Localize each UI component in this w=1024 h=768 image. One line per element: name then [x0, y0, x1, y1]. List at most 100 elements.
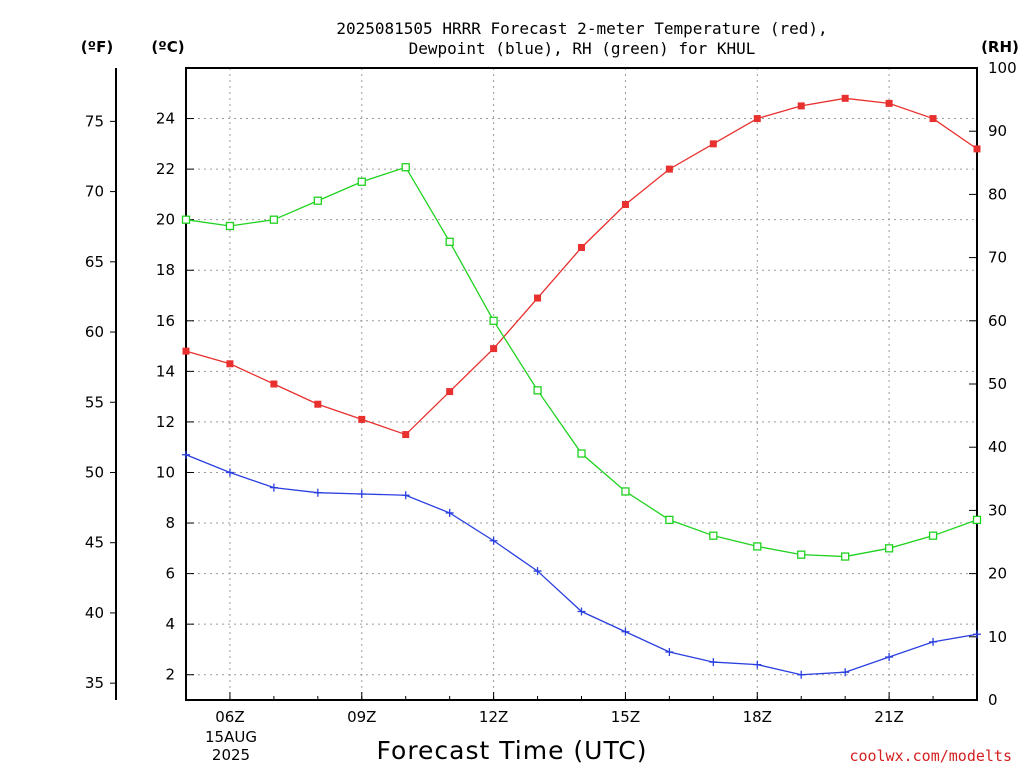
rh-point — [357, 177, 366, 186]
fahrenheit-tick-label: 35 — [85, 674, 104, 692]
rh-point — [533, 386, 542, 395]
celsius-unit-label: (ºC) — [151, 38, 184, 56]
dewpoint-point — [665, 647, 674, 656]
temperature-point — [314, 400, 322, 408]
dewpoint-point — [885, 653, 894, 662]
dewpoint-line — [185, 454, 978, 676]
temperature-point — [621, 201, 629, 209]
temperature-line — [185, 97, 978, 436]
fahrenheit-tick-label: 45 — [85, 534, 104, 552]
temperature-point — [534, 294, 542, 302]
fahrenheit-unit-label: (ºF) — [81, 38, 113, 56]
fahrenheit-tick-label: 55 — [85, 393, 104, 411]
dewpoint-point — [973, 630, 981, 639]
celsius-tick-label: 8 — [165, 514, 175, 532]
rh-tick-label: 80 — [988, 185, 1007, 203]
celsius-tick-label: 20 — [156, 211, 175, 229]
rh-point — [709, 531, 718, 540]
fahrenheit-tick-label: 40 — [85, 604, 104, 622]
temperature-point — [665, 165, 673, 173]
temperature-point — [182, 347, 190, 355]
temperature-point — [446, 388, 454, 396]
rh-tick-label: 50 — [988, 375, 1007, 393]
temperature-point — [358, 415, 366, 423]
fahrenheit-tick-label: 65 — [85, 253, 104, 271]
rh-point — [401, 163, 410, 172]
rh-tick-label: 40 — [988, 438, 1007, 456]
temperature-point — [753, 115, 761, 123]
rh-point — [884, 544, 894, 553]
dewpoint-point — [709, 658, 718, 667]
rh-tick-label: 10 — [988, 628, 1007, 646]
fahrenheit-tick-label: 75 — [85, 112, 104, 130]
credit-link[interactable]: coolwx.com/modelts — [849, 747, 1012, 765]
celsius-tick-label: 10 — [156, 463, 175, 481]
rh-point — [797, 550, 806, 559]
celsius-tick-label: 16 — [156, 312, 175, 330]
temperature-point — [226, 360, 234, 368]
rh-tick-label: 90 — [988, 122, 1007, 140]
plot-frame — [185, 67, 978, 701]
rh-tick-label: 70 — [988, 249, 1007, 267]
dewpoint-point — [269, 483, 278, 492]
dewpoint-point — [577, 607, 586, 616]
x-axis-title: Forecast Time (UTC) — [377, 736, 648, 765]
x-tick-label: 12Z — [479, 708, 508, 726]
x-tick-label: 15Z — [611, 708, 640, 726]
x-tick-label: 06Z — [215, 708, 244, 726]
x-tick-label: 18Z — [743, 708, 772, 726]
axis-ticks: 06Z 09Z 12Z 15Z 18Z 21Z2468101214161820222435… — [85, 59, 1017, 726]
chart-title-line-2: Dewpoint (blue), RH (green) for KHUL — [409, 39, 756, 58]
grid-lines — [186, 68, 977, 700]
rh-line — [185, 166, 978, 558]
rh-point — [225, 221, 235, 231]
temperature-point — [270, 380, 278, 388]
dewpoint-point — [753, 660, 762, 669]
celsius-tick-label: 14 — [156, 362, 175, 380]
celsius-tick-label: 4 — [165, 615, 175, 633]
temperature-point — [797, 102, 805, 110]
celsius-tick-label: 18 — [156, 261, 175, 279]
chart-title-line-1: 2025081505 HRRR Forecast 2-meter Tempera… — [336, 19, 827, 38]
rh-point — [577, 449, 586, 458]
rh-point — [489, 316, 498, 325]
temperature-point — [578, 243, 585, 251]
rh-point — [841, 552, 850, 561]
rh-unit-label: (RH) — [981, 38, 1019, 56]
data-series — [181, 94, 982, 679]
dewpoint-point — [225, 468, 234, 477]
temperature-point — [402, 431, 410, 439]
dewpoint-point — [797, 670, 806, 679]
fahrenheit-tick-label: 70 — [85, 183, 104, 201]
rh-point — [181, 215, 191, 224]
rh-point — [621, 487, 630, 496]
rh-tick-label: 30 — [988, 501, 1007, 519]
rh-point — [972, 515, 982, 525]
celsius-tick-label: 22 — [156, 160, 175, 178]
dewpoint-point — [841, 668, 850, 677]
rh-tick-label: 60 — [988, 312, 1007, 330]
rh-tick-label: 20 — [988, 565, 1007, 583]
fahrenheit-tick-label: 60 — [85, 323, 104, 341]
dewpoint-point — [489, 536, 498, 545]
temperature-point — [929, 115, 937, 123]
temperature-point — [885, 99, 893, 107]
rh-tick-label: 100 — [988, 59, 1017, 77]
celsius-tick-label: 2 — [165, 666, 175, 684]
dewpoint-point — [533, 567, 542, 576]
dewpoint-point — [929, 637, 938, 646]
dewpoint-point — [401, 491, 410, 500]
dewpoint-point — [313, 488, 322, 497]
rh-point — [928, 531, 938, 540]
rh-tick-label: 0 — [988, 691, 998, 709]
dewpoint-point — [357, 489, 366, 498]
temperature-point — [973, 145, 981, 153]
dewpoint-point — [621, 627, 630, 636]
temperature-point — [490, 345, 498, 353]
x-tick-label: 21Z — [874, 708, 903, 726]
celsius-tick-label: 24 — [156, 110, 175, 128]
x-tick-label: 09Z — [347, 708, 376, 726]
date-day-label: 15AUG — [205, 728, 257, 746]
rh-point — [665, 515, 674, 525]
